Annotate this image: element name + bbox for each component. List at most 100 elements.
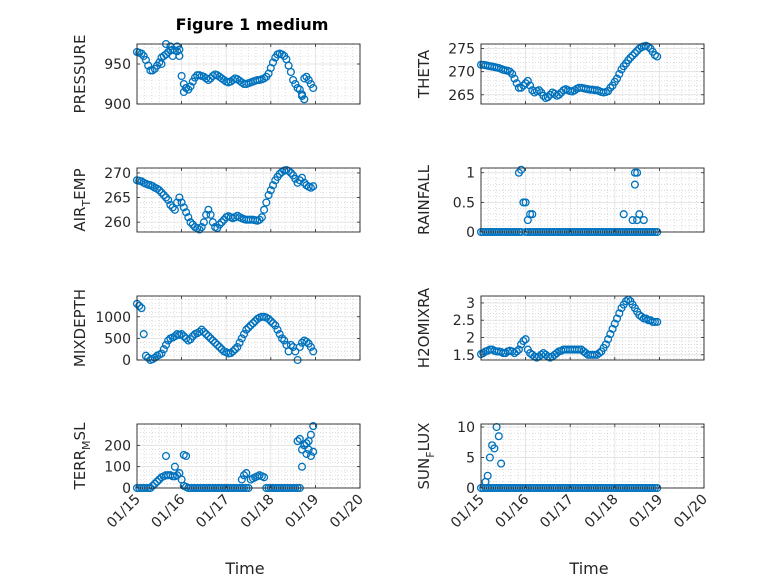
axes-box: [136, 43, 361, 105]
data-point: [257, 213, 266, 222]
x-axis-label-right: Time: [568, 559, 608, 578]
data-point: [483, 471, 492, 480]
data-point: [615, 69, 624, 79]
data-point: [148, 66, 157, 75]
y-tick-label: 275: [448, 42, 475, 58]
data-point: [204, 332, 213, 341]
y-tick-label: 2.5: [453, 313, 475, 329]
data-point: [300, 441, 309, 450]
data-point: [277, 50, 287, 59]
panel-h2omixra: 1.52 2.53 H2OMIXRA: [415, 287, 705, 368]
data-point: [490, 444, 499, 453]
data-point: [182, 83, 191, 93]
data-point: [628, 216, 637, 225]
data-point: [485, 453, 494, 462]
y-axis-label: TERRMSL: [71, 422, 93, 491]
data-point: [157, 59, 166, 69]
data-point: [199, 327, 208, 336]
data-point: [628, 51, 637, 60]
data-point: [624, 56, 633, 65]
data-point: [309, 83, 318, 93]
data-point: [148, 481, 157, 490]
y-tick-label: 270: [104, 166, 131, 182]
y-tick-label: 270: [448, 65, 475, 81]
data-point: [204, 75, 213, 85]
y-axis-label: PRESSURE: [71, 35, 89, 114]
data-point: [179, 87, 188, 97]
data-point: [653, 52, 662, 61]
data-point: [215, 220, 224, 229]
data-point: [619, 210, 628, 219]
data-point: [215, 342, 224, 352]
data-point: [297, 173, 307, 182]
x-tick-label: 01/17: [193, 492, 233, 532]
data-point: [309, 422, 318, 431]
data-point: [260, 205, 269, 214]
y-axis-label: AIRTEMP: [71, 168, 93, 231]
data-point: [177, 330, 186, 339]
y-tick-label: 2: [466, 331, 475, 347]
data-point: [173, 471, 182, 480]
data-point: [170, 205, 179, 214]
data-point: [639, 216, 648, 225]
data-point: [255, 215, 264, 224]
data-point: [228, 347, 237, 356]
data-point: [606, 83, 615, 92]
data-point: [633, 168, 642, 177]
data-point: [184, 213, 193, 222]
data-point: [150, 479, 159, 488]
data-point: [262, 198, 271, 207]
data-points: [476, 295, 662, 362]
data-point: [293, 437, 302, 446]
data-point: [526, 81, 535, 90]
data-point: [306, 430, 315, 439]
x-tick-label: 01/17: [537, 492, 577, 532]
data-point: [601, 340, 610, 349]
data-point: [157, 188, 166, 197]
data-point: [182, 208, 191, 217]
data-point: [604, 335, 613, 344]
data-point: [159, 191, 168, 200]
data-point: [309, 182, 318, 191]
y-tick-label: 1.5: [453, 348, 475, 364]
data-point: [650, 317, 659, 326]
data-point: [554, 90, 564, 99]
y-tick-label: 0: [466, 481, 475, 497]
data-point: [208, 336, 217, 345]
data-point: [543, 93, 552, 102]
data-point: [213, 340, 222, 349]
data-point: [517, 83, 526, 92]
y-tick-label: 0: [466, 225, 475, 241]
data-point: [237, 334, 246, 343]
data-point: [309, 347, 318, 356]
data-point: [621, 297, 631, 306]
data-point: [534, 86, 544, 95]
data-point: [153, 477, 162, 486]
x-tick-label: 01/19: [282, 492, 322, 532]
data-point: [182, 451, 191, 461]
data-point: [610, 319, 619, 328]
data-point: [204, 205, 213, 214]
axes-box: [136, 167, 361, 233]
data-point: [519, 336, 528, 346]
data-point: [517, 165, 526, 174]
data-point: [155, 186, 164, 195]
data-point: [626, 53, 635, 62]
data-point: [302, 337, 311, 346]
panel-pressure: 900 950 PRESSURE: [71, 35, 361, 114]
data-point: [202, 330, 211, 339]
data-point: [608, 324, 617, 333]
y-tick-label: 950: [104, 57, 131, 73]
data-point: [137, 49, 146, 58]
data-point: [289, 75, 298, 85]
data-point: [157, 349, 166, 358]
data-point: [175, 193, 184, 202]
data-point: [521, 335, 530, 344]
data-point: [575, 345, 584, 354]
data-point: [641, 314, 651, 323]
data-point: [179, 79, 188, 89]
data-point: [630, 180, 639, 189]
data-point: [206, 74, 215, 83]
data-point: [186, 82, 195, 91]
data-point: [268, 181, 278, 190]
